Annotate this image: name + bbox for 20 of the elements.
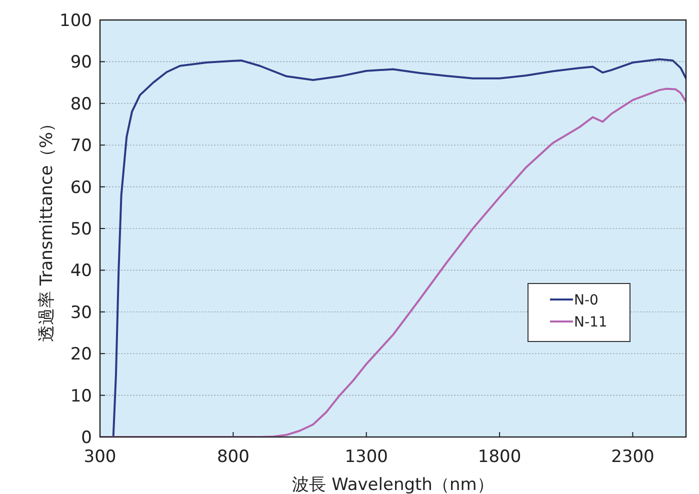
legend-label: N-0 <box>574 292 598 308</box>
y-tick-label: 70 <box>70 136 92 156</box>
x-tick-label: 300 <box>84 447 116 467</box>
y-tick-label: 20 <box>70 344 92 365</box>
x-axis-title: 波長 Wavelength（nm） <box>292 475 494 494</box>
x-tick-label: 1800 <box>478 447 522 467</box>
y-tick-label: 10 <box>70 386 92 406</box>
y-tick-label: 50 <box>70 220 92 240</box>
y-tick-label: 30 <box>70 302 92 323</box>
legend-label: N-11 <box>574 314 608 330</box>
x-tick-label: 800 <box>216 447 250 467</box>
y-tick-label: 80 <box>70 94 92 114</box>
y-tick-label: 90 <box>70 52 92 73</box>
x-tick-label: 2300 <box>611 447 654 467</box>
y-axis-title: 透過率 Transmittance（%） <box>37 114 57 342</box>
y-tick-label: 60 <box>70 178 92 198</box>
y-tick-label: 100 <box>60 11 92 31</box>
x-tick-label: 1300 <box>344 447 388 467</box>
y-tick-label: 0 <box>81 428 92 448</box>
y-tick-label: 40 <box>70 261 92 282</box>
